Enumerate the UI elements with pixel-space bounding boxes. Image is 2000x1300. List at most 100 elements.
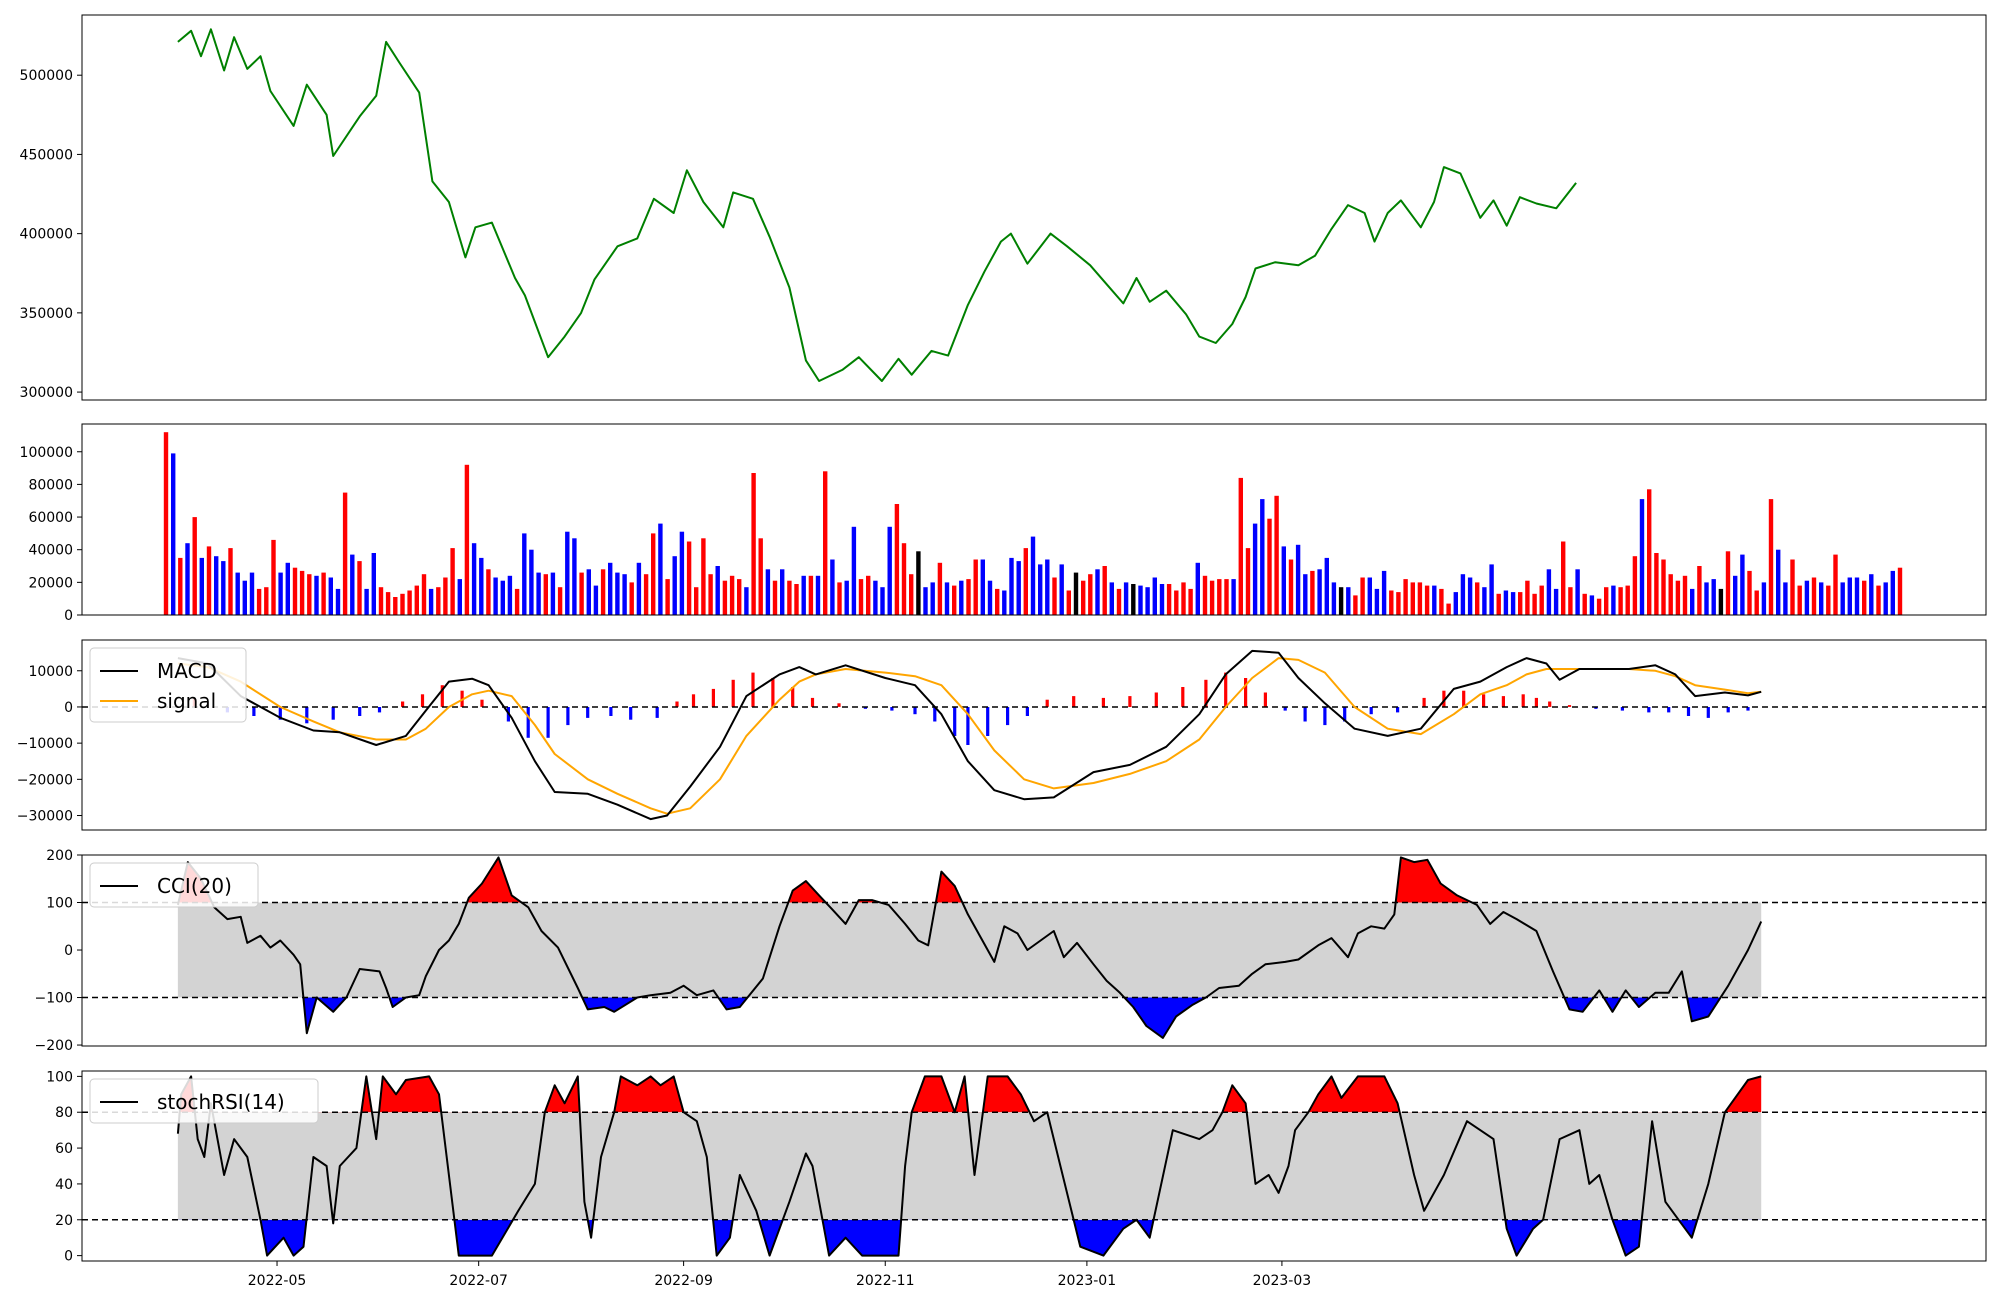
volume-bar xyxy=(1367,577,1372,615)
volume-bar xyxy=(335,588,341,615)
volume-bar xyxy=(987,580,993,615)
xtick-label: 2022-07 xyxy=(449,1273,508,1289)
volume-bar xyxy=(1826,585,1831,615)
volume-ytick-label: 0 xyxy=(64,608,73,624)
volume-bar xyxy=(285,562,290,615)
volume-bar xyxy=(264,587,269,615)
xtick-label: 2022-09 xyxy=(654,1273,713,1289)
macd-histogram-bar xyxy=(1442,690,1446,707)
volume-bar xyxy=(787,580,792,615)
volume-bar xyxy=(586,569,591,615)
volume-bar xyxy=(1740,554,1745,615)
volume-bar xyxy=(1525,580,1530,615)
volume-bar xyxy=(185,543,190,615)
volume-bar xyxy=(1747,570,1752,615)
volume-bar xyxy=(1016,561,1021,615)
macd-histogram-bar xyxy=(377,707,382,713)
volume-bar xyxy=(959,580,964,615)
macd-histogram-bar xyxy=(1323,707,1327,726)
price-line xyxy=(177,28,1577,382)
volume-bar xyxy=(364,588,369,615)
volume-ytick-label: 100000 xyxy=(20,445,73,461)
volume-bar xyxy=(823,471,828,615)
macd-line xyxy=(177,649,1762,821)
volume-bar xyxy=(1023,548,1028,615)
volume-bar xyxy=(522,533,527,615)
macd-histogram-bar xyxy=(986,707,990,736)
macd-histogram-bar xyxy=(1594,707,1598,709)
volume-bar xyxy=(1675,580,1681,615)
volume-bar xyxy=(163,432,169,615)
volume-bar xyxy=(1217,579,1222,615)
volume-bar xyxy=(923,587,928,615)
macd-histogram-bar xyxy=(1181,687,1185,707)
volume-bar xyxy=(780,569,785,615)
xtick-label: 2022-11 xyxy=(856,1273,915,1289)
macd-histogram-bar xyxy=(810,697,815,707)
stochrsi-legend-label: stochRSI(14) xyxy=(157,1090,285,1114)
volume-bar xyxy=(1847,577,1852,615)
volume-bar xyxy=(1095,569,1100,615)
volume-bar xyxy=(1510,592,1516,615)
volume-bar xyxy=(1733,575,1738,615)
volume-bar xyxy=(1768,499,1774,615)
volume-bar xyxy=(550,572,556,615)
volume-bar xyxy=(1697,566,1702,615)
macd-histogram-bar xyxy=(1567,705,1572,707)
volume-bar xyxy=(952,585,957,615)
stochrsi-ytick-label: 80 xyxy=(55,1105,73,1121)
volume-bar xyxy=(1840,582,1845,615)
volume-bar xyxy=(1897,567,1903,615)
volume-bar xyxy=(1797,585,1802,615)
macd-ytick-label: 10000 xyxy=(28,664,73,680)
volume-bar xyxy=(1582,593,1587,615)
volume-bar xyxy=(658,523,663,615)
macd-histogram-bar xyxy=(252,707,256,716)
macd-histogram-bar xyxy=(1101,697,1105,707)
volume-ytick-label: 40000 xyxy=(28,543,73,559)
volume-bar xyxy=(221,561,226,615)
volume-bar xyxy=(1295,544,1301,615)
volume-bar xyxy=(471,543,477,615)
volume-bar xyxy=(636,562,642,615)
volume-bar xyxy=(1310,570,1315,615)
volume-bar xyxy=(1209,580,1215,615)
volume-bar xyxy=(421,574,427,615)
volume-bar xyxy=(479,557,484,615)
volume-bar xyxy=(371,553,376,615)
volume-bar xyxy=(171,453,176,615)
volume-bar xyxy=(342,492,348,615)
volume-bar xyxy=(1360,577,1365,615)
volume-bar xyxy=(1374,588,1380,615)
volume-bar xyxy=(1002,590,1007,615)
macd-histogram-bar xyxy=(691,694,696,707)
volume-bar xyxy=(1195,562,1200,615)
macd-histogram-bar xyxy=(586,707,590,718)
macd-histogram-bar xyxy=(837,703,841,707)
volume-bar xyxy=(1152,577,1157,615)
volume-bar xyxy=(1883,582,1888,615)
volume-bar xyxy=(350,554,355,615)
stochrsi-line xyxy=(176,1075,1762,1257)
volume-bar xyxy=(643,574,649,615)
volume-bar xyxy=(909,574,914,615)
macd-histogram-bar xyxy=(890,707,894,711)
volume-bar xyxy=(765,569,771,615)
volume-bar xyxy=(407,590,412,615)
macd-histogram-bar xyxy=(1501,696,1505,707)
volume-bar xyxy=(450,548,455,615)
volume-bar xyxy=(894,504,900,615)
price-panel-frame xyxy=(81,14,1987,401)
volume-bar xyxy=(1317,569,1322,615)
volume-bar xyxy=(1131,584,1136,615)
volume-bar xyxy=(1331,582,1337,615)
volume-bar xyxy=(1303,574,1308,615)
volume-bar xyxy=(1625,585,1630,615)
volume-bar xyxy=(1424,585,1430,615)
volume-bar xyxy=(1647,489,1652,615)
macd-histogram-bar xyxy=(1548,701,1552,707)
macd-histogram-bar xyxy=(480,699,484,707)
volume-bar xyxy=(1718,588,1724,615)
macd-histogram-bar xyxy=(609,707,613,716)
volume-bar xyxy=(579,572,584,615)
